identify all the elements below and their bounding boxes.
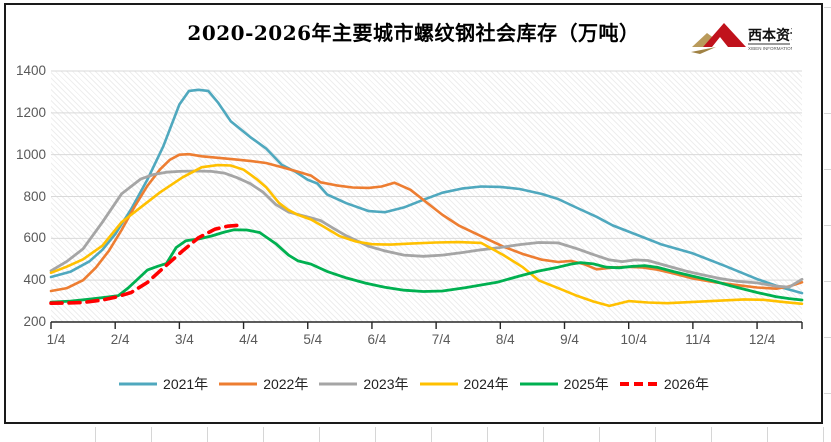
chart-title: 2020-2026年主要城市螺纹钢社会库存（万吨） [187, 21, 640, 45]
plot-area [49, 70, 804, 329]
company-logo: 西本资讯 XIBEN INFORMATION [690, 15, 804, 63]
x-tick-label-8/4: 8/4 [495, 332, 515, 347]
legend: 2021年 2022年 2023年 2024年 2025年 2026年 [6, 374, 821, 394]
series-line-2023年 [49, 169, 804, 289]
y-tick-label-200: 200 [23, 314, 46, 329]
series-line-2025年 [49, 228, 804, 304]
y-tick-label-800: 800 [23, 188, 46, 204]
x-tick-label-4/4: 4/4 [239, 332, 258, 347]
legend-label: 2025年 [563, 376, 609, 392]
x-tick-label-1/4: 1/4 [46, 332, 66, 347]
legend-item-2024年[interactable]: 2024年 [419, 374, 509, 394]
y-tick-label-1000: 1000 [15, 146, 46, 162]
series-line-2022年 [49, 152, 804, 293]
legend-label: 2022年 [263, 376, 309, 392]
y-tick-label-1200: 1200 [15, 104, 46, 120]
legend-item-2022年[interactable]: 2022年 [218, 374, 308, 394]
legend-label: 2024年 [463, 376, 509, 392]
plot-canvas [49, 70, 804, 329]
x-tick-label-3/4: 3/4 [174, 332, 194, 347]
x-tick-label-5/4: 5/4 [303, 332, 323, 347]
legend-label: 2026年 [663, 376, 709, 392]
logo-text: 西本资讯 [748, 27, 792, 44]
x-tick-label-11/4: 11/4 [685, 332, 711, 347]
logo-caption: XIBEN INFORMATION [748, 46, 792, 51]
chart-frame[interactable]: 2020-2026年主要城市螺纹钢社会库存（万吨） 西本资讯 XIBEN INF… [4, 3, 823, 424]
y-tick-label-1400: 1400 [15, 63, 46, 78]
series-line-2026年 [49, 223, 239, 305]
legend-item-2025年[interactable]: 2025年 [519, 374, 609, 394]
series-line-2021年 [49, 88, 804, 295]
x-tick-label-2/4: 2/4 [110, 332, 130, 347]
legend-swatch-2024年 [419, 382, 458, 386]
legend-label: 2023年 [363, 376, 409, 392]
series-line-2024年 [49, 163, 804, 308]
legend-label: 2021年 [163, 376, 209, 392]
x-tick-label-7/4: 7/4 [431, 332, 451, 347]
x-tick-label-6/4: 6/4 [367, 332, 387, 347]
legend-swatch-2026年 [619, 382, 658, 386]
x-tick-label-9/4: 9/4 [560, 332, 579, 347]
y-tick-label-600: 600 [23, 230, 46, 246]
x-tick-label-12/4: 12/4 [748, 332, 776, 347]
legend-swatch-2025年 [519, 382, 558, 386]
legend-swatch-2023年 [319, 382, 358, 386]
legend-item-2026年[interactable]: 2026年 [619, 374, 709, 394]
x-tick-label-10/4: 10/4 [620, 332, 647, 347]
legend-swatch-2021年 [119, 382, 158, 386]
y-tick-label-400: 400 [23, 272, 46, 288]
spreadsheet-gridlines-bottom [0, 427, 831, 442]
spreadsheet-gridlines-right [824, 0, 831, 442]
legend-item-2023年[interactable]: 2023年 [318, 374, 409, 394]
legend-item-2021年[interactable]: 2021年 [118, 374, 208, 394]
mountain-logo-icon: 西本资讯 XIBEN INFORMATION [691, 23, 804, 54]
legend-swatch-2022年 [219, 382, 258, 386]
